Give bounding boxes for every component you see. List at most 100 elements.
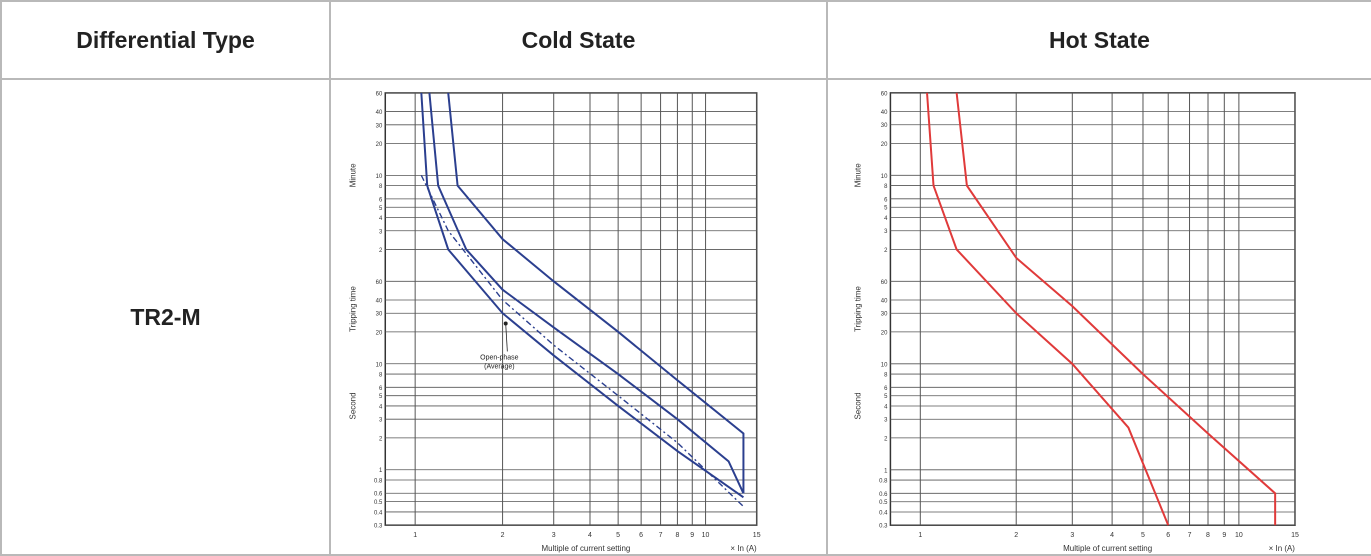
y-tick-label: 40	[881, 110, 888, 116]
y-tick-label: 10	[881, 362, 888, 368]
y-tick-label: 40	[376, 110, 383, 116]
y-tick-label: 0.3	[374, 524, 383, 530]
y-tick-label: 3	[379, 418, 383, 424]
x-tick-label: 1	[918, 532, 922, 539]
x-tick-label: 15	[753, 532, 761, 539]
x-tick-label: 7	[659, 532, 663, 539]
x-tick-label: 4	[588, 532, 592, 539]
series-line-1	[955, 92, 1277, 526]
series-line-1	[420, 92, 745, 499]
header-differential-type: Differential Type	[0, 0, 331, 80]
y-group-second: Second	[348, 392, 357, 419]
table-row: TR2-M 1 2 3 4 5 6 7 8 9 10 15 60 40 30 20 10 8 6 5 4 3 2 60 40 3…	[0, 78, 1371, 556]
y-tick-label: 0.5	[879, 500, 888, 506]
y-tick-label: 30	[881, 312, 888, 318]
x-tick-label: 2	[1014, 532, 1018, 539]
y-tick-label: 10	[881, 174, 888, 180]
y-tick-label: 40	[376, 298, 383, 304]
x-tick-label: 5	[1141, 532, 1145, 539]
x-tick-label: 3	[552, 532, 556, 539]
y-tick-label: 4	[884, 404, 888, 410]
plot-frame	[384, 92, 758, 526]
y-tick-label: 3	[884, 418, 888, 424]
y-tick-label: 60	[881, 91, 888, 97]
y-tick-label: 20	[376, 142, 383, 148]
series-line-0	[428, 92, 745, 494]
hot-state-cell: 1 2 3 4 5 6 7 8 9 10 15 60 40 30 20 10 8 6 5 4 3 2 60 40 30 20 10 8…	[826, 78, 1371, 556]
hot-state-curve: 1 2 3 4 5 6 7 8 9 10 15604030201086543260403020108…	[854, 91, 1299, 553]
annotation-line-1: Open-phase	[480, 354, 518, 361]
y-tick-label: 4	[884, 216, 888, 222]
y-tick-label: 3	[884, 229, 888, 235]
x-tick-label: 9	[1222, 532, 1226, 539]
y-group-second: Second	[854, 392, 863, 419]
y-tick-label: 6	[379, 197, 383, 203]
x-axis-label: Multiple of current setting	[541, 544, 630, 553]
y-tick-label: 3	[379, 229, 383, 235]
y-tick-label: 60	[881, 280, 888, 286]
annotation-dot	[503, 321, 508, 326]
x-tick-label: 4	[1110, 532, 1114, 539]
y-tick-label: 2	[884, 436, 888, 442]
y-tick-label: 2	[379, 248, 383, 254]
y-tick-label: 4	[379, 216, 383, 222]
x-tick-label: 6	[639, 532, 643, 539]
y-tick-label: 0.4	[879, 510, 888, 516]
y-tick-label: 2	[884, 248, 888, 254]
y-tick-label: 8	[884, 373, 888, 379]
y-tick-label: 30	[376, 312, 383, 318]
type-cell: TR2-M	[0, 78, 331, 556]
x-tick-label: 2	[501, 532, 505, 539]
header-hot-state: Hot State	[826, 0, 1371, 80]
y-axis-label: Tripping time	[854, 286, 863, 332]
y-tick-label: 60	[376, 91, 383, 97]
y-tick-label: 1	[884, 468, 888, 474]
x-tick-label: 7	[1188, 532, 1192, 539]
y-tick-label: 0.5	[374, 500, 383, 506]
plot-frame	[889, 92, 1296, 526]
y-tick-label: 0.8	[374, 479, 383, 485]
y-tick-label: 0.6	[879, 492, 888, 498]
y-tick-label: 5	[379, 394, 383, 400]
cold-state-curve: 1 2 3 4 5 6 7 8 9 10 15604030201086543260403020108…	[348, 91, 761, 553]
series-line-0	[926, 92, 1170, 526]
y-tick-label: 4	[379, 404, 383, 410]
y-tick-label: 30	[376, 123, 383, 129]
y-group-minute: Minute	[348, 163, 357, 187]
x-tick-label: 6	[1166, 532, 1170, 539]
x-tick-label: 5	[616, 532, 620, 539]
x-tick-label: 10	[702, 532, 710, 539]
annotation-line-2: (Average)	[484, 363, 514, 370]
cold-state-cell: 1 2 3 4 5 6 7 8 9 10 15 60 40 30 20 10 8 6 5 4 3 2 60 40 30 20 10 8…	[329, 78, 828, 556]
y-tick-label: 10	[376, 174, 383, 180]
cold-state-chart: 1 2 3 4 5 6 7 8 9 10 15 60 40 30 20 10 8 6 5 4 3 2 60 40 30 20 10 8…	[331, 80, 826, 554]
y-tick-label: 8	[884, 184, 888, 190]
y-tick-label: 6	[884, 197, 888, 203]
header-row: Differential Type Cold State Hot State	[0, 0, 1371, 80]
x-axis-unit: × In (A)	[730, 544, 757, 553]
y-group-minute: Minute	[854, 163, 863, 187]
header-cold-state: Cold State	[329, 0, 828, 80]
y-tick-label: 5	[379, 206, 383, 212]
y-tick-label: 0.6	[374, 492, 383, 498]
x-tick-label: 3	[1070, 532, 1074, 539]
x-axis-unit: × In (A)	[1269, 544, 1296, 553]
y-tick-label: 0.3	[879, 524, 888, 530]
y-tick-label: 8	[379, 373, 383, 379]
x-tick-label: 8	[1206, 532, 1210, 539]
y-tick-label: 6	[884, 386, 888, 392]
y-tick-label: 2	[379, 436, 383, 442]
x-tick-label: 8	[675, 532, 679, 539]
y-tick-label: 20	[881, 142, 888, 148]
y-tick-label: 60	[376, 280, 383, 286]
y-tick-label: 5	[884, 394, 888, 400]
x-tick-label: 9	[690, 532, 694, 539]
y-tick-label: 10	[376, 362, 383, 368]
hot-state-chart: 1 2 3 4 5 6 7 8 9 10 15 60 40 30 20 10 8 6 5 4 3 2 60 40 30 20 10 8…	[828, 80, 1371, 554]
annotation-leader	[505, 323, 508, 352]
y-tick-label: 20	[881, 330, 888, 336]
y-tick-label: 30	[881, 123, 888, 129]
y-tick-label: 6	[379, 386, 383, 392]
series-line-2	[447, 92, 745, 494]
